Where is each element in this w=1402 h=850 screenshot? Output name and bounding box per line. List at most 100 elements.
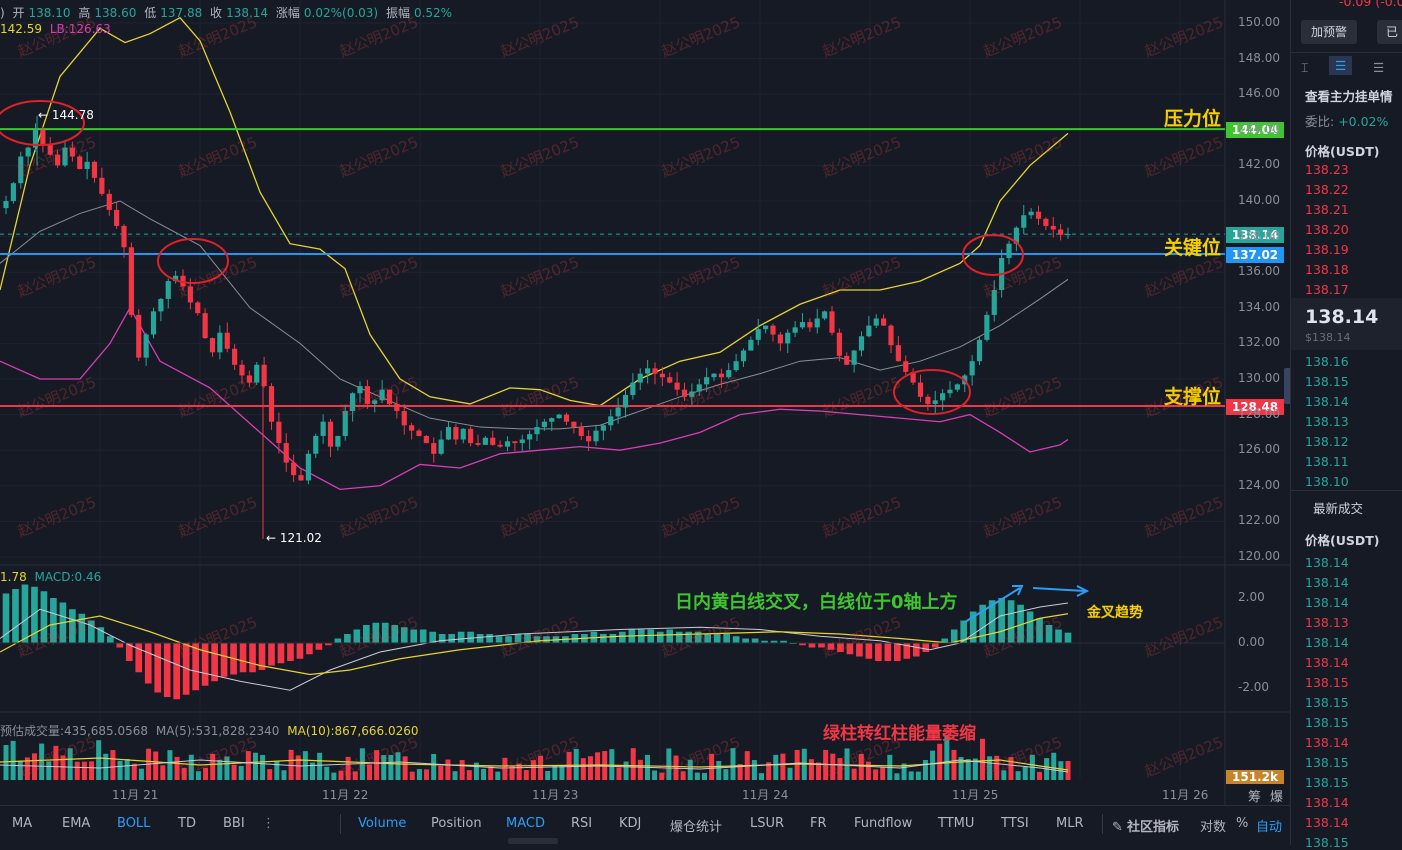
ask-price[interactable]: 138.22 bbox=[1305, 182, 1349, 197]
ask-price[interactable]: 138.20 bbox=[1305, 222, 1349, 237]
macd-histogram-bar bbox=[884, 643, 892, 661]
bid-price[interactable]: 138.10 bbox=[1305, 474, 1349, 489]
volume-bar bbox=[759, 773, 765, 780]
macd-histogram-bar bbox=[315, 643, 323, 650]
add-alert-button[interactable]: 加预警 bbox=[1301, 20, 1357, 44]
volume-bar bbox=[737, 764, 743, 780]
macd-histogram-bar bbox=[144, 643, 152, 684]
macd-histogram-bar bbox=[1045, 625, 1053, 643]
bid-price[interactable]: 138.11 bbox=[1305, 454, 1349, 469]
trades-title[interactable]: 最新成交 bbox=[1313, 501, 1364, 516]
indicator-td[interactable]: TD bbox=[178, 816, 196, 831]
pencil-icon: ✎ bbox=[1112, 820, 1123, 835]
price-axis-label: 130.00 bbox=[1238, 371, 1280, 385]
boll-middle-band bbox=[0, 200, 1069, 430]
bid-price[interactable]: 138.15 bbox=[1305, 374, 1349, 389]
ratio-row: 委比: +0.02% bbox=[1305, 114, 1389, 129]
orderbook-link[interactable]: 查看主力挂单情 bbox=[1305, 89, 1393, 104]
macd-histogram-bar bbox=[969, 611, 977, 643]
sub-indicator-tab[interactable]: MACD bbox=[506, 816, 545, 831]
sub-indicator-tab[interactable]: LSUR bbox=[750, 816, 785, 831]
macd-histogram-bar bbox=[50, 598, 57, 643]
candle-body bbox=[785, 332, 791, 344]
indicator-boll[interactable]: BOLL bbox=[117, 816, 151, 831]
candle-body bbox=[681, 389, 688, 397]
macd-histogram-bar bbox=[344, 634, 351, 643]
ask-price[interactable]: 138.23 bbox=[1305, 162, 1349, 177]
sub-indicator-tab[interactable]: Position bbox=[431, 816, 482, 831]
macd-histogram-bar bbox=[429, 631, 437, 643]
kline-chart[interactable] bbox=[0, 0, 1290, 805]
indicator-bbi[interactable]: BBI bbox=[223, 816, 245, 831]
indicator-ema[interactable]: EMA bbox=[62, 816, 91, 831]
indicator-ma[interactable]: MA bbox=[12, 816, 33, 831]
sub-indicator-tab[interactable]: TTSI bbox=[1001, 816, 1029, 831]
community-indicator-button[interactable]: ✎ 社区指标 bbox=[1112, 820, 1180, 835]
candle-body bbox=[224, 332, 230, 349]
candle-body bbox=[114, 209, 120, 226]
macd-histogram-bar bbox=[353, 629, 361, 643]
macd-dif-line bbox=[0, 602, 1069, 691]
sub-indicator-tab[interactable]: FR bbox=[810, 816, 827, 831]
candle-body bbox=[718, 373, 724, 378]
sub-indicator-tab[interactable]: TTMU bbox=[938, 816, 975, 831]
bid-price[interactable]: 138.12 bbox=[1305, 434, 1349, 449]
highlight-circle bbox=[893, 369, 971, 415]
sub-indicator-tab[interactable]: RSI bbox=[571, 816, 593, 831]
macd-histogram-bar bbox=[12, 589, 19, 643]
macd-histogram-bar bbox=[656, 631, 664, 643]
candle-body bbox=[726, 370, 732, 378]
macd-histogram-bar bbox=[846, 643, 854, 655]
macd-cross-annotation: 日内黄白线交叉，白线位于0轴上方 bbox=[675, 592, 958, 613]
orderbook-bids-icon[interactable]: ☰ bbox=[1329, 56, 1353, 75]
trades-header: 价格(USDT) bbox=[1305, 533, 1380, 548]
sub-indicator-tab[interactable]: Volume bbox=[358, 816, 407, 831]
panel-resize-handle[interactable] bbox=[1284, 368, 1292, 404]
ask-price[interactable]: 138.19 bbox=[1305, 242, 1349, 257]
volume-bar bbox=[566, 751, 572, 780]
percent-scale-toggle[interactable]: % bbox=[1236, 816, 1249, 831]
orderbook-asks-icon[interactable]: ☰ bbox=[1373, 60, 1385, 75]
candle-body bbox=[180, 275, 186, 287]
chart-area[interactable]: ) 开 138.10 高 138.60 低 137.88 收 138.14 涨幅 0.02… bbox=[0, 0, 1292, 805]
last-price-usd: $138.14 bbox=[1305, 331, 1351, 344]
bid-price[interactable]: 138.14 bbox=[1305, 394, 1349, 409]
macd-histogram-bar bbox=[704, 634, 711, 643]
macd-histogram-bar bbox=[505, 636, 512, 643]
volume-bar bbox=[502, 757, 508, 780]
sub-indicator-tab[interactable]: MLR bbox=[1056, 816, 1084, 831]
chip-distribution-button[interactable]: 筹 bbox=[1248, 790, 1262, 805]
log-scale-toggle[interactable]: 对数 bbox=[1200, 820, 1227, 835]
candle-body bbox=[313, 435, 319, 454]
ask-price[interactable]: 138.18 bbox=[1305, 262, 1349, 277]
sub-indicator-tab[interactable]: Fundflow bbox=[854, 816, 913, 831]
resistance-label: 压力位 bbox=[1164, 108, 1222, 130]
candle-body bbox=[453, 427, 459, 440]
boll-legend: 142.59 LB:126.63 bbox=[0, 22, 111, 36]
volume-bar bbox=[922, 760, 928, 780]
volume-annotation: 绿柱转红柱能量萎缩 bbox=[823, 724, 976, 744]
liquidation-button[interactable]: 爆 bbox=[1270, 790, 1284, 805]
volume-bar bbox=[808, 759, 814, 780]
macd-histogram-bar bbox=[306, 643, 313, 655]
sub-indicator-tab[interactable]: KDJ bbox=[619, 816, 642, 831]
ask-price[interactable]: 138.21 bbox=[1305, 202, 1349, 217]
macd-histogram-bar bbox=[922, 643, 930, 652]
time-axis-label: 11月 26 bbox=[1162, 788, 1209, 802]
volume-bar bbox=[666, 748, 672, 780]
more-indicators-icon[interactable]: ⋮ bbox=[262, 816, 275, 831]
bid-price[interactable]: 138.13 bbox=[1305, 414, 1349, 429]
scroll-indicator[interactable] bbox=[508, 838, 558, 844]
candle-body bbox=[232, 348, 238, 365]
auto-scale-toggle[interactable]: 自动 bbox=[1256, 820, 1283, 835]
support-label: 支撑位 bbox=[1164, 386, 1222, 408]
volume-bar bbox=[459, 760, 465, 780]
orderbook-both-icon[interactable]: ⌶ bbox=[1301, 60, 1309, 75]
sub-indicator-tab[interactable]: 爆仓统计 bbox=[670, 820, 723, 835]
ask-price[interactable]: 138.17 bbox=[1305, 282, 1349, 297]
bid-price[interactable]: 138.16 bbox=[1305, 354, 1349, 369]
volume-bar bbox=[659, 772, 665, 780]
secondary-button[interactable]: 已 bbox=[1377, 20, 1402, 44]
macd-histogram-bar bbox=[325, 643, 332, 646]
candle-body bbox=[895, 345, 901, 362]
